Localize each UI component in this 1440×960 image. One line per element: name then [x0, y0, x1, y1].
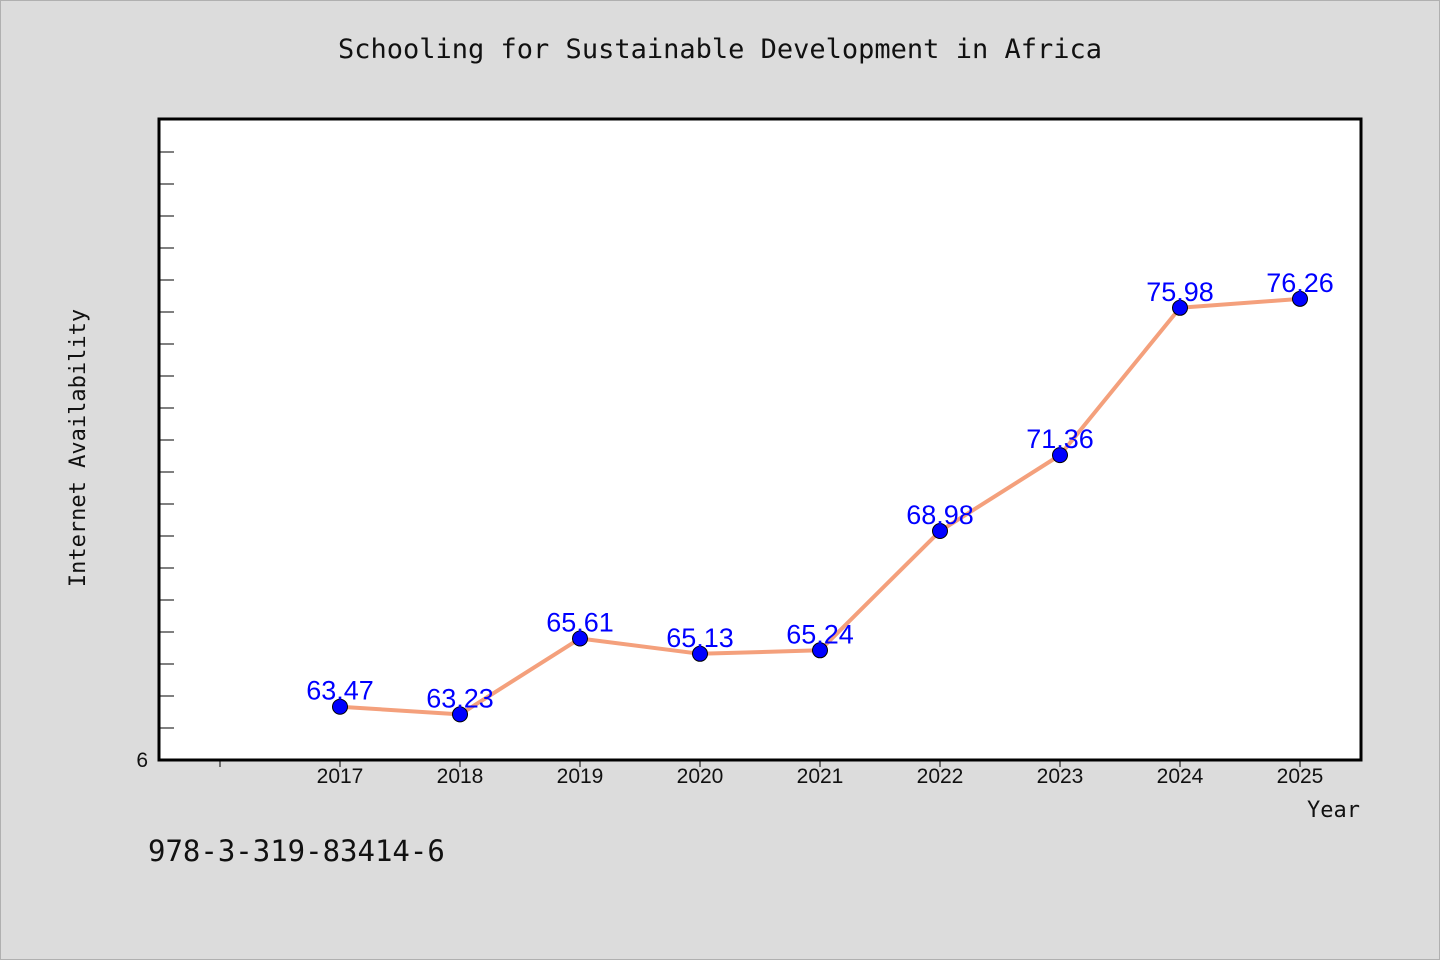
- y-axis-ticks: [159, 151, 174, 761]
- data-label: 65.24: [786, 619, 854, 649]
- data-point: [812, 642, 828, 659]
- data-point: [1292, 290, 1308, 307]
- x-tick-label: 2020: [677, 765, 724, 788]
- data-point: [932, 523, 948, 540]
- data-label: 65.61: [546, 607, 614, 637]
- data-label: 71.36: [1026, 424, 1094, 454]
- data-point: [1172, 299, 1188, 316]
- data-label: 63.23: [426, 683, 494, 713]
- data-label: 75.98: [1146, 277, 1214, 307]
- x-axis-tick-labels: 2017 2018 2019 2020 2021 2022 2023 2024 2025: [317, 765, 1324, 788]
- x-axis-label: Year: [1307, 798, 1360, 823]
- x-tick-label: 2018: [437, 765, 484, 788]
- data-label: 63.47: [306, 676, 374, 706]
- chart-title: Schooling for Sustainable Development in…: [337, 34, 1102, 65]
- data-markers: [332, 290, 1308, 723]
- data-point: [692, 645, 708, 662]
- data-point: [332, 698, 348, 715]
- isbn-annotation: 978-3-319-83414-6: [148, 834, 445, 868]
- data-label: 65.13: [666, 623, 734, 653]
- data-label: 76.26: [1266, 268, 1334, 298]
- data-point: [452, 706, 468, 723]
- x-tick-label: 2017: [317, 765, 364, 788]
- x-axis-ticks: [219, 760, 1301, 767]
- plot-area: [157, 117, 1363, 762]
- data-labels: 63.47 63.23 65.61 65.13 65.24 68.98 71.36 75.98…: [306, 268, 1334, 714]
- y-tick-label: 6: [136, 749, 148, 772]
- x-tick-label: 2021: [797, 765, 844, 788]
- data-point: [572, 630, 588, 647]
- x-tick-label: 2024: [1157, 765, 1204, 788]
- y-axis-label: Internet Availability: [66, 309, 91, 587]
- data-label: 68.98: [906, 500, 974, 530]
- x-tick-label: 2023: [1037, 765, 1084, 788]
- x-tick-label: 2019: [557, 765, 604, 788]
- x-tick-label: 2022: [917, 765, 964, 788]
- data-point: [1052, 447, 1068, 464]
- x-tick-label: 2025: [1277, 765, 1324, 788]
